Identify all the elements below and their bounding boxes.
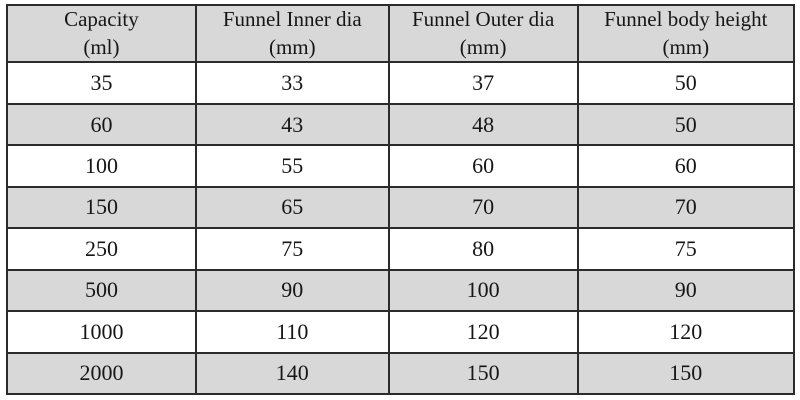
cell-outer-dia: 100 <box>387 268 579 313</box>
cell-outer-dia: 48 <box>387 102 579 147</box>
cell-outer-dia: 150 <box>387 351 579 395</box>
cell-body-height: 50 <box>576 61 796 105</box>
column-header-body-height: Funnel body height (mm) <box>576 3 796 64</box>
column-header-label: Funnel Outer dia <box>411 7 555 31</box>
table-row: 1000 110 120 120 <box>6 310 796 354</box>
cell-capacity: 150 <box>6 185 197 230</box>
cell-outer-dia: 70 <box>387 185 579 230</box>
table-body: 35 33 37 50 60 43 48 50 100 55 60 60 150… <box>6 61 796 395</box>
table-row: 35 33 37 50 <box>6 61 796 105</box>
cell-body-height: 75 <box>576 227 796 271</box>
table-row: 60 43 48 50 <box>6 102 796 147</box>
cell-inner-dia: 110 <box>194 310 390 354</box>
column-header-label: Funnel body height <box>604 7 768 31</box>
table-row: 500 90 100 90 <box>6 268 796 313</box>
cell-outer-dia: 37 <box>387 61 579 105</box>
cell-inner-dia: 33 <box>194 61 390 105</box>
cell-inner-dia: 43 <box>194 102 390 147</box>
column-header-outer-dia: Funnel Outer dia (mm) <box>387 3 579 64</box>
column-header-label: Capacity <box>64 7 139 31</box>
cell-inner-dia: 75 <box>194 227 390 271</box>
column-header-capacity: Capacity (ml) <box>6 3 197 64</box>
header-row: Capacity (ml) Funnel Inner dia (mm) Funn… <box>6 3 796 64</box>
cell-inner-dia: 140 <box>194 351 390 395</box>
table-row: 150 65 70 70 <box>6 185 796 230</box>
cell-outer-dia: 60 <box>387 144 579 188</box>
funnel-spec-table: Capacity (ml) Funnel Inner dia (mm) Funn… <box>6 3 796 395</box>
cell-body-height: 60 <box>576 144 796 188</box>
column-header-label: Funnel Inner dia <box>222 7 362 31</box>
cell-inner-dia: 55 <box>194 144 390 188</box>
cell-capacity: 250 <box>6 227 197 271</box>
column-header-inner-dia: Funnel Inner dia (mm) <box>194 3 390 64</box>
cell-body-height: 90 <box>576 268 796 313</box>
cell-inner-dia: 65 <box>194 185 390 230</box>
cell-body-height: 70 <box>576 185 796 230</box>
table-row: 250 75 80 75 <box>6 227 796 271</box>
column-header-unit: (mm) <box>459 34 507 59</box>
table-row: 2000 140 150 150 <box>6 351 796 395</box>
column-header-unit: (ml) <box>83 34 120 59</box>
cell-capacity: 1000 <box>6 310 197 354</box>
cell-capacity: 2000 <box>6 351 197 395</box>
cell-outer-dia: 120 <box>387 310 579 354</box>
cell-body-height: 50 <box>576 102 796 147</box>
cell-capacity: 35 <box>6 61 197 105</box>
cell-body-height: 150 <box>576 351 796 395</box>
cell-outer-dia: 80 <box>387 227 579 271</box>
column-header-unit: (mm) <box>268 34 316 59</box>
cell-capacity: 100 <box>6 144 197 188</box>
column-header-unit: (mm) <box>662 34 710 59</box>
table-row: 100 55 60 60 <box>6 144 796 188</box>
cell-capacity: 60 <box>6 102 197 147</box>
cell-inner-dia: 90 <box>194 268 390 313</box>
cell-capacity: 500 <box>6 268 197 313</box>
cell-body-height: 120 <box>576 310 796 354</box>
